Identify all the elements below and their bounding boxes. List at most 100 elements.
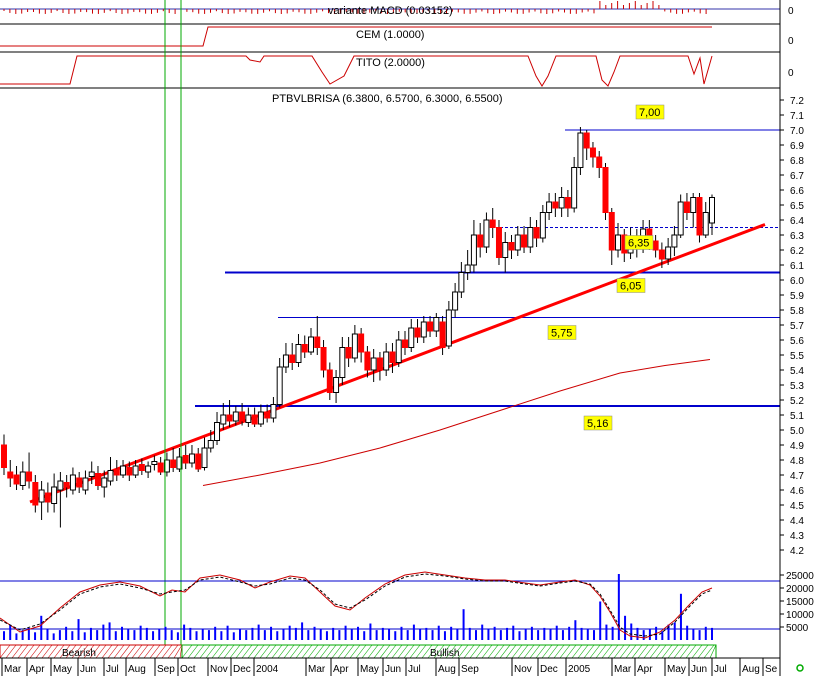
level-label-box	[624, 235, 654, 250]
candle-body	[502, 242, 509, 258]
month-label: Jul	[408, 664, 421, 675]
band-hatch	[181, 644, 193, 659]
candle-body	[401, 339, 408, 348]
band-hatch	[439, 644, 451, 659]
band-hatch	[679, 644, 691, 659]
band-hatch	[343, 644, 355, 659]
candle-body	[239, 411, 246, 422]
month-label: Nov	[210, 664, 228, 675]
candle-body	[176, 456, 183, 470]
candle-body	[207, 440, 214, 449]
band-hatch	[631, 644, 643, 659]
band-hatch	[247, 644, 259, 659]
month-label: May	[667, 664, 686, 675]
month-label: 2005	[568, 664, 591, 675]
band-hatch	[47, 644, 59, 659]
candle-body	[376, 357, 383, 371]
band-hatch	[211, 644, 223, 659]
level-label-box	[635, 104, 665, 120]
candle-body	[495, 227, 502, 258]
band-hatch	[709, 644, 717, 659]
band-hatch	[193, 644, 205, 659]
band-hatch	[107, 644, 119, 659]
band-hatch	[77, 644, 89, 659]
band-hatch	[385, 644, 397, 659]
band-hatch	[415, 644, 427, 659]
y-tick-label: 4.2	[790, 546, 804, 557]
candle-body	[295, 344, 302, 363]
y-tick-label: 5.8	[790, 306, 804, 317]
candle-body	[126, 467, 133, 476]
candle-body	[7, 471, 14, 479]
band-hatch	[541, 644, 553, 659]
candle-body	[195, 453, 202, 470]
band-hatch	[535, 644, 547, 659]
month-label: Aug	[128, 664, 146, 675]
candle-body	[433, 317, 440, 332]
candle-body	[51, 486, 58, 504]
candle-body	[170, 459, 177, 468]
candle-body	[602, 167, 609, 213]
band-hatch	[241, 644, 253, 659]
y-tick-label: 4.4	[790, 516, 804, 527]
y-tick-label: 6.7	[790, 171, 804, 182]
band-hatch	[361, 644, 373, 659]
band-hatch	[505, 644, 517, 659]
band-hatch	[409, 644, 421, 659]
candle-body	[533, 227, 540, 239]
band-hatch	[167, 644, 179, 659]
band-hatch	[349, 644, 361, 659]
candle-body	[120, 465, 127, 476]
macd-axis-zero: 0	[788, 6, 794, 17]
band-hatch	[463, 644, 475, 659]
y-tick-label: 5.9	[790, 291, 804, 302]
band-hatch	[313, 644, 325, 659]
band-hatch	[655, 644, 667, 659]
band-hatch	[5, 644, 17, 659]
y-tick-label: 5.4	[790, 366, 804, 377]
band-hatch	[565, 644, 577, 659]
band-hatch	[421, 644, 433, 659]
month-label: Apr	[333, 664, 349, 675]
vol-tick-label: 5000	[786, 623, 809, 634]
band-hatch	[325, 644, 337, 659]
band-hatch	[403, 644, 415, 659]
band-hatch	[137, 644, 149, 659]
candle-body	[690, 197, 697, 213]
candle-body	[188, 453, 195, 464]
volume-panel: 25000 20000 15000 10000 5000	[0, 571, 814, 640]
candle-body	[88, 471, 95, 477]
band-hatch	[673, 644, 685, 659]
band-hatch	[65, 644, 77, 659]
month-label: Apr	[637, 664, 653, 675]
tito-label: TITO (2.0000)	[356, 57, 425, 69]
y-tick-label: 6.1	[790, 261, 804, 272]
trend-bands: Bearish Bullish	[0, 644, 717, 659]
band-hatch	[295, 644, 307, 659]
month-label: Dec	[233, 664, 251, 675]
candle-body	[508, 242, 515, 251]
y-tick-label: 7.1	[790, 111, 804, 122]
candle-body	[251, 414, 258, 425]
stochastic-d-line	[0, 573, 713, 637]
candle-body	[201, 447, 208, 468]
month-label: Aug	[742, 664, 760, 675]
band-hatch	[595, 644, 607, 659]
band-hatch	[155, 644, 167, 659]
band-hatch	[71, 644, 83, 659]
month-label: Apr	[29, 664, 45, 675]
band-hatch	[277, 644, 289, 659]
candle-body	[383, 351, 390, 371]
candle-body	[527, 227, 534, 248]
candle-body	[665, 246, 672, 260]
band-hatch	[613, 644, 625, 659]
band-hatch	[577, 644, 589, 659]
band-hatch	[499, 644, 511, 659]
y-tick-label: 4.9	[790, 441, 804, 452]
band-hatch	[95, 644, 107, 659]
band-hatch	[89, 644, 101, 659]
y-tick-label: 4.5	[790, 501, 804, 512]
y-tick-label: 6.4	[790, 216, 804, 227]
candle-body	[489, 219, 496, 228]
candle-body	[157, 462, 164, 473]
